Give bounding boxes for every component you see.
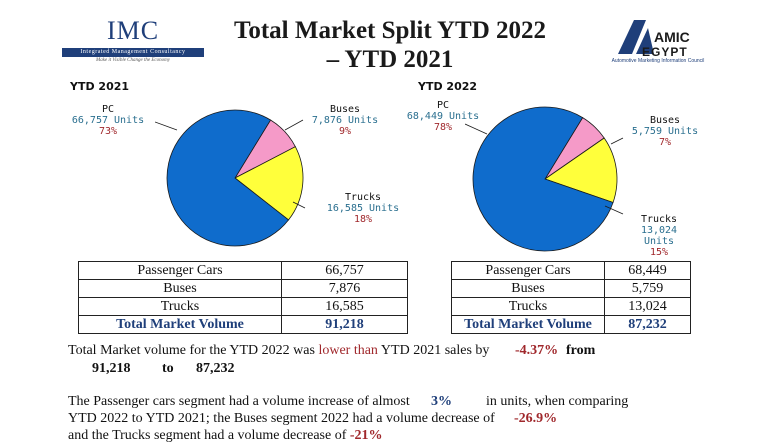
table-cell-label: Passenger Cars — [78, 261, 282, 280]
label-units: 5,759 Units — [631, 126, 699, 137]
segment-text: and the Trucks segment had a volume decr… — [68, 428, 347, 443]
label-percent: 78% — [433, 122, 453, 133]
pie-slice-pc — [472, 106, 614, 252]
table-cell-value: 68,449 — [604, 261, 691, 280]
segment-pc-percent: 3% — [431, 394, 452, 409]
summary-percent: -4.37% — [515, 343, 559, 358]
pie-2021-label-pc: PC 66,757 Units 73% — [62, 104, 154, 137]
label-units: 66,757 Units — [71, 115, 145, 126]
table-total-row: Total Market Volume 91,218 — [78, 315, 408, 334]
amic-logo-subtext: EGYPT — [642, 45, 688, 59]
table-total-label: Total Market Volume — [451, 315, 605, 334]
pie-leader-line — [465, 123, 488, 135]
table-row: Passenger Cars 66,757 — [78, 261, 408, 280]
table-row: Trucks 16,585 — [78, 297, 408, 316]
label-units: 13,024 Units — [640, 225, 678, 247]
segment-trucks-percent: -21% — [349, 428, 383, 443]
table-cell-value: 66,757 — [281, 261, 408, 280]
label-name: PC — [436, 100, 450, 111]
page-title: Total Market Split YTD 2022 – YTD 2021 — [210, 16, 570, 74]
pie-leader-line — [610, 137, 624, 145]
table-cell-label: Trucks — [78, 297, 282, 316]
label-units: 7,876 Units — [311, 115, 379, 126]
summary-text: YTD 2021 sales by — [377, 343, 490, 358]
pie-leader-line — [604, 205, 624, 215]
table-cell-label: Buses — [451, 279, 605, 298]
table-total-value: 87,232 — [604, 315, 691, 334]
page-title-line2: – YTD 2021 — [326, 46, 454, 73]
table-ytd2022: Passenger Cars 68,449 Buses 5,759 Trucks 13… — [451, 261, 691, 334]
imc-logo-text: IMC — [106, 16, 160, 45]
pie-2022-title: YTD 2022 — [418, 80, 478, 93]
amic-egypt-logo: AMIC EGYPT — [618, 20, 690, 59]
label-percent: 7% — [658, 137, 672, 148]
pie-chart-ytd2022 — [465, 106, 624, 252]
summary-value-from: 91,218 — [92, 361, 131, 376]
table-total-label: Total Market Volume — [78, 315, 282, 334]
table-cell-value: 16,585 — [281, 297, 408, 316]
amic-logo-mark-2 — [636, 28, 654, 54]
segment-buses-percent: -26.9% — [514, 411, 558, 426]
table-total-value: 91,218 — [281, 315, 408, 334]
pie-leader-line — [155, 121, 178, 131]
summary-from: from — [566, 343, 596, 358]
imc-logo-subtitle: Integrated Management Consultancy — [62, 48, 204, 57]
table-cell-label: Passenger Cars — [451, 261, 605, 280]
segment-line-1-end: in units, when comparing — [486, 394, 629, 409]
label-name: Trucks — [640, 214, 678, 225]
summary-highlight: lower than — [318, 343, 378, 358]
table-ytd2021: Passenger Cars 66,757 Buses 7,876 Trucks 16… — [78, 261, 408, 334]
amic-tagline: Automotive Marketing Information Council — [611, 58, 705, 64]
table-row: Trucks 13,024 — [451, 297, 691, 316]
label-name: Buses — [329, 104, 361, 115]
pie-2021-label-buses: Buses 7,876 Units 9% — [300, 104, 390, 137]
label-name: Trucks — [344, 192, 382, 203]
amic-logo-mark — [618, 20, 646, 54]
summary-value-to: 87,232 — [196, 361, 235, 376]
table-cell-value: 5,759 — [604, 279, 691, 298]
imc-logo-tagline: Make it Visible Change the Economy — [96, 58, 170, 63]
label-percent: 15% — [649, 247, 669, 258]
pie-2022-label-trucks: Trucks 13,024 Units 15% — [624, 214, 694, 258]
table-cell-value: 13,024 — [604, 297, 691, 316]
pie-leader-line — [284, 119, 304, 131]
imc-logo: IMC Integrated Management Consultancy Ma… — [62, 18, 204, 63]
table-cell-value: 7,876 — [281, 279, 408, 298]
table-row: Passenger Cars 68,449 — [451, 261, 691, 280]
table-row: Buses 5,759 — [451, 279, 691, 298]
summary-text: Total Market volume for the YTD 2022 was — [68, 343, 319, 358]
table-total-row: Total Market Volume 87,232 — [451, 315, 691, 334]
page-title-line1: Total Market Split YTD 2022 — [233, 17, 547, 44]
label-name: PC — [101, 104, 115, 115]
pie-2021-title: YTD 2021 — [70, 80, 130, 93]
summary-to: to — [162, 361, 174, 376]
segment-line-2: YTD 2022 to YTD 2021; the Buses segment … — [68, 411, 495, 426]
table-cell-label: Buses — [78, 279, 282, 298]
label-units: 68,449 Units — [406, 111, 480, 122]
amic-logo-text: AMIC — [654, 29, 690, 45]
segment-line-1: The Passenger cars segment had a volume … — [68, 394, 410, 409]
table-cell-label: Trucks — [451, 297, 605, 316]
label-percent: 73% — [98, 126, 118, 137]
pie-chart-ytd2021 — [155, 109, 306, 247]
pie-slice-pc — [166, 109, 290, 247]
segment-line-3: and the Trucks segment had a volume decr… — [68, 427, 383, 444]
label-percent: 9% — [338, 126, 352, 137]
pie-slice-trucks — [544, 137, 618, 203]
pie-2022-label-pc: PC 68,449 Units 78% — [398, 100, 488, 133]
pie-2022-label-buses: Buses 5,759 Units 7% — [630, 115, 700, 148]
label-name: Buses — [649, 115, 681, 126]
pie-slice-trucks — [234, 146, 304, 221]
summary-line-1: Total Market volume for the YTD 2022 was… — [68, 342, 489, 359]
label-percent: 18% — [353, 214, 373, 225]
label-units: 16,585 Units — [326, 203, 400, 214]
table-row: Buses 7,876 — [78, 279, 408, 298]
pie-2021-label-trucks: Trucks 16,585 Units 18% — [318, 192, 408, 225]
pie-leader-line — [292, 201, 306, 209]
